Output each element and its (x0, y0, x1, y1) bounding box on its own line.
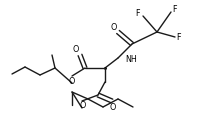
Text: NH: NH (125, 55, 137, 65)
Text: O: O (69, 77, 75, 85)
Text: O: O (73, 45, 79, 54)
Text: O: O (80, 102, 86, 111)
Text: F: F (177, 33, 181, 42)
Text: F: F (173, 6, 177, 15)
Text: O: O (111, 23, 117, 31)
Text: O: O (110, 102, 116, 111)
Text: F: F (136, 9, 140, 18)
